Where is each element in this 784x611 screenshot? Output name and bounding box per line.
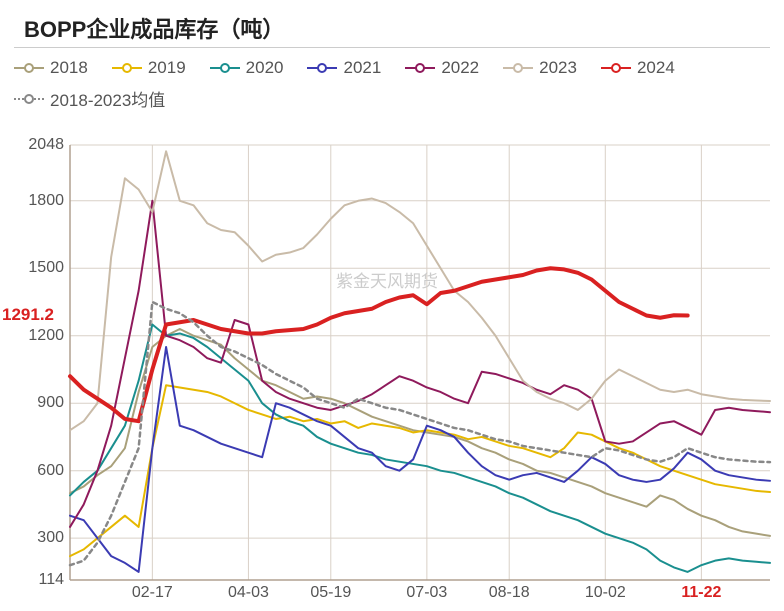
x-tick-label: 10-02 <box>585 584 626 602</box>
series-line <box>70 302 770 565</box>
series-line <box>70 324 770 571</box>
y-tick-label: 1500 <box>28 259 64 277</box>
legend-label: 2022 <box>441 58 479 78</box>
legend-item[interactable]: 2019 <box>112 54 186 82</box>
legend-item[interactable]: 2020 <box>210 54 284 82</box>
x-tick-label: 08-18 <box>489 584 530 602</box>
legend-swatch <box>14 92 44 106</box>
legend-item[interactable]: 2018 <box>14 54 88 82</box>
legend-swatch <box>503 61 533 75</box>
legend-label: 2020 <box>246 58 284 78</box>
legend-swatch <box>601 61 631 75</box>
x-tick-label: 11-22 <box>681 584 721 602</box>
legend-item[interactable]: 2018-2023均值 <box>14 82 165 115</box>
legend-label: 2023 <box>539 58 577 78</box>
series-line <box>70 201 770 527</box>
chart-title: BOPP企业成品库存（吨） <box>24 12 284 44</box>
y-tick-label: 1200 <box>28 327 64 345</box>
x-tick-label: 04-03 <box>228 584 269 602</box>
chart-svg <box>70 145 770 580</box>
legend-swatch <box>112 61 142 75</box>
x-tick-label: 05-19 <box>310 584 351 602</box>
series-line <box>70 329 770 536</box>
y-highlight-label: 1291.2 <box>2 305 54 325</box>
y-tick-label: 900 <box>37 394 64 412</box>
legend-label: 2019 <box>148 58 186 78</box>
y-tick-label: 300 <box>37 529 64 547</box>
legend-label: 2021 <box>343 58 381 78</box>
legend-label: 2024 <box>637 58 675 78</box>
y-tick-label: 114 <box>38 571 64 589</box>
legend: 2018 2019 2020 2021 2022 2023 2024 2018-2023均值 <box>14 54 770 115</box>
line-chart: 114300600900120015001800204802-1704-0305… <box>70 145 770 580</box>
legend-item[interactable]: 2021 <box>307 54 381 82</box>
legend-swatch <box>210 61 240 75</box>
legend-label: 2018 <box>50 58 88 78</box>
legend-item[interactable]: 2024 <box>601 54 675 82</box>
legend-item[interactable]: 2022 <box>405 54 479 82</box>
y-tick-label: 600 <box>37 462 64 480</box>
legend-item[interactable]: 2023 <box>503 54 577 82</box>
y-tick-label: 2048 <box>28 136 64 154</box>
y-tick-label: 1800 <box>28 192 64 210</box>
legend-label: 2018-2023均值 <box>50 86 165 111</box>
x-tick-label: 07-03 <box>406 584 447 602</box>
legend-swatch <box>307 61 337 75</box>
legend-swatch <box>405 61 435 75</box>
x-tick-label: 02-17 <box>132 584 173 602</box>
series-line <box>70 151 770 430</box>
legend-swatch <box>14 61 44 75</box>
legend-divider <box>14 47 770 48</box>
